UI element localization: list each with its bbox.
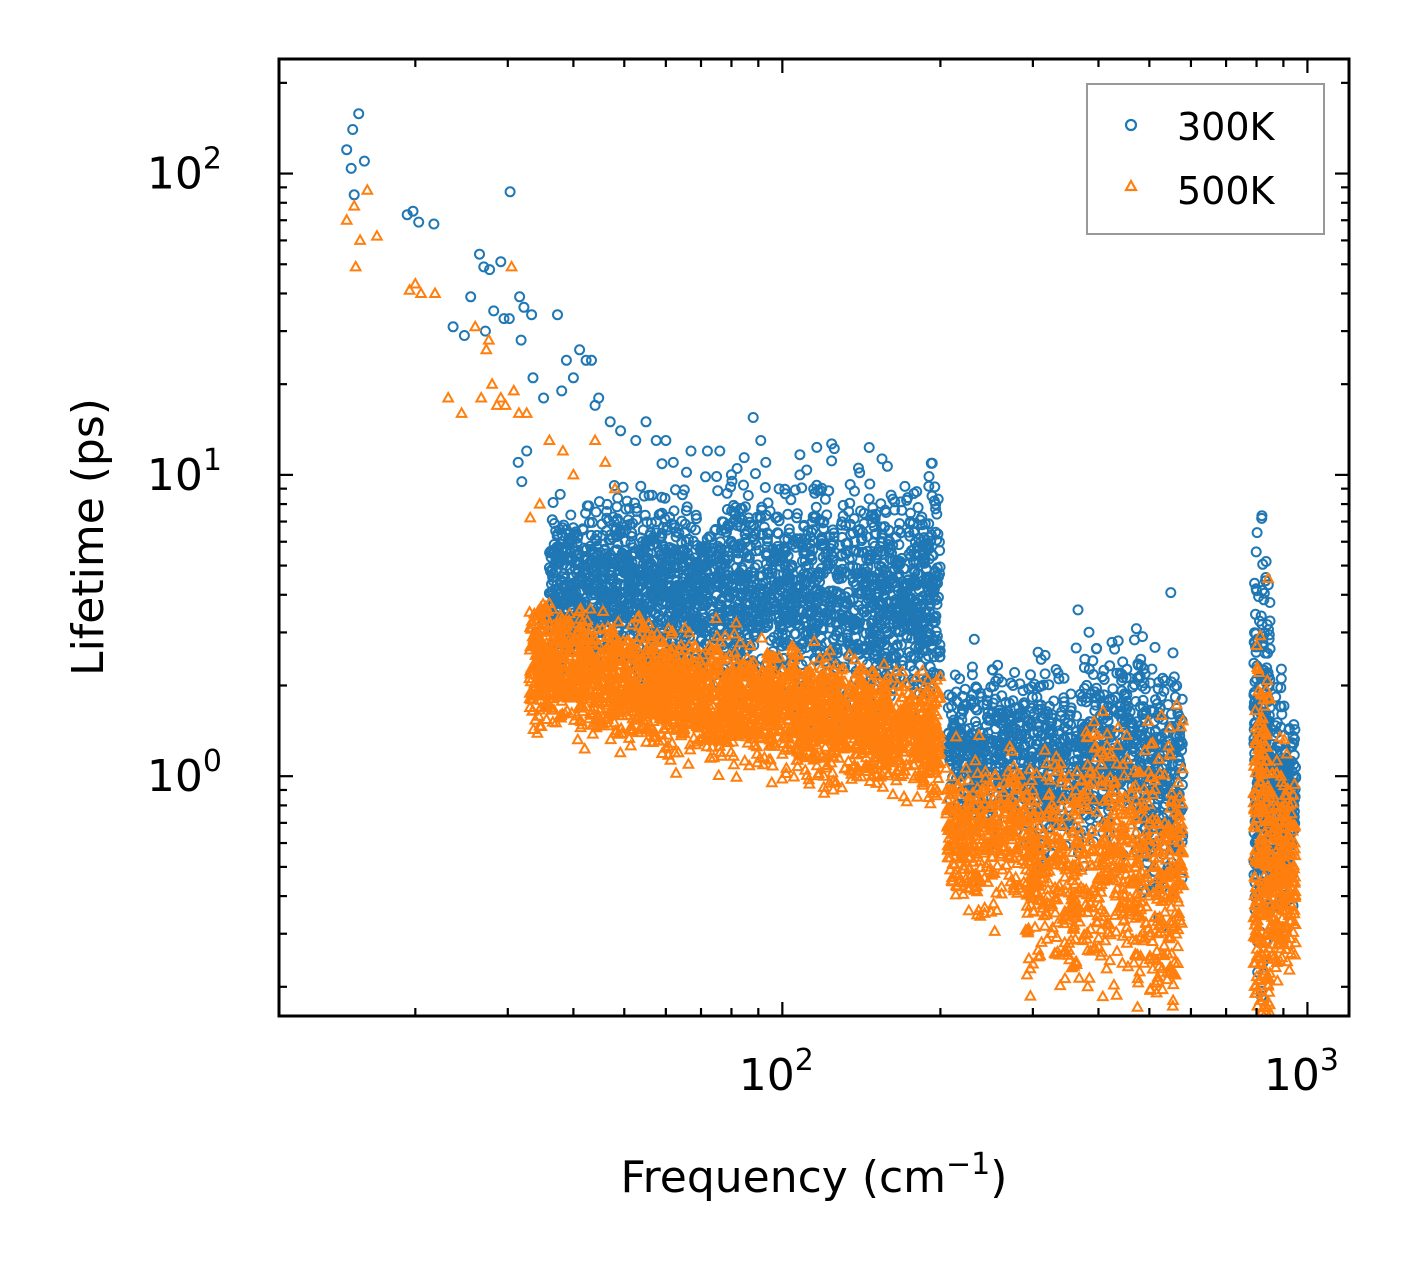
point-300K bbox=[514, 291, 526, 303]
point-300K bbox=[711, 471, 723, 482]
point-300K bbox=[685, 445, 697, 457]
point-300K bbox=[779, 483, 791, 495]
point-300K bbox=[807, 524, 819, 536]
point-300K bbox=[635, 480, 647, 492]
point-300K bbox=[428, 218, 440, 230]
point-300K bbox=[899, 480, 911, 492]
point-300K bbox=[802, 525, 814, 537]
point-300K bbox=[560, 354, 572, 366]
point-300K bbox=[660, 435, 672, 446]
point-300K bbox=[407, 205, 419, 217]
point-300K bbox=[630, 435, 642, 446]
point-300K bbox=[760, 456, 772, 468]
point-300K bbox=[538, 392, 550, 404]
point-300K bbox=[512, 456, 524, 468]
point-300K bbox=[747, 412, 759, 423]
point-300K bbox=[527, 372, 539, 384]
point-300K bbox=[526, 309, 538, 321]
point-300K bbox=[638, 490, 650, 502]
point-300K bbox=[681, 466, 692, 478]
point-300K bbox=[521, 445, 533, 457]
point-300K bbox=[580, 354, 592, 366]
point-300K bbox=[546, 514, 558, 526]
point-300K bbox=[556, 385, 568, 397]
point-300K bbox=[789, 484, 801, 496]
point-300K bbox=[518, 301, 530, 313]
point-300K bbox=[700, 471, 711, 483]
point-300K bbox=[667, 456, 679, 468]
point-300K bbox=[498, 313, 510, 325]
point-300K bbox=[726, 475, 738, 487]
point-300K bbox=[545, 565, 556, 577]
point-300K bbox=[488, 305, 500, 317]
point-300K bbox=[465, 291, 477, 303]
point-300K bbox=[515, 334, 527, 346]
point-300K bbox=[504, 186, 516, 198]
point-300K bbox=[703, 531, 715, 543]
point-300K bbox=[484, 264, 496, 276]
point-300K bbox=[341, 144, 353, 156]
point-300K bbox=[552, 309, 563, 321]
point-300K bbox=[604, 416, 616, 428]
point-300K bbox=[474, 248, 485, 260]
point-300K bbox=[583, 500, 595, 512]
point-300K bbox=[731, 463, 743, 474]
point-300K bbox=[714, 445, 726, 457]
point-300K bbox=[447, 321, 459, 333]
point-300K bbox=[615, 425, 627, 437]
point-300K bbox=[358, 155, 370, 167]
point-300K bbox=[755, 435, 767, 446]
data-points bbox=[340, 108, 1303, 1016]
point-300K bbox=[931, 508, 943, 520]
point-300K bbox=[593, 392, 605, 404]
point-300K bbox=[640, 416, 652, 428]
point-300K bbox=[516, 476, 528, 488]
point-300K bbox=[574, 344, 586, 356]
point-300K bbox=[586, 354, 597, 366]
point-300K bbox=[853, 462, 864, 474]
point-300K bbox=[712, 485, 724, 497]
point-300K bbox=[567, 372, 579, 384]
point-300K bbox=[1007, 680, 1019, 691]
point-300K bbox=[413, 216, 425, 228]
point-300K bbox=[495, 256, 507, 268]
point-300K bbox=[347, 124, 359, 135]
point-300K bbox=[353, 108, 365, 120]
point-300K bbox=[458, 330, 470, 341]
point-300K bbox=[701, 445, 713, 457]
point-300K bbox=[554, 488, 566, 500]
point-300K bbox=[345, 162, 357, 174]
point-300K bbox=[750, 468, 761, 480]
point-300K bbox=[478, 261, 490, 273]
point-300K bbox=[503, 313, 515, 325]
point-300K bbox=[912, 502, 924, 513]
point-300K bbox=[863, 493, 875, 505]
